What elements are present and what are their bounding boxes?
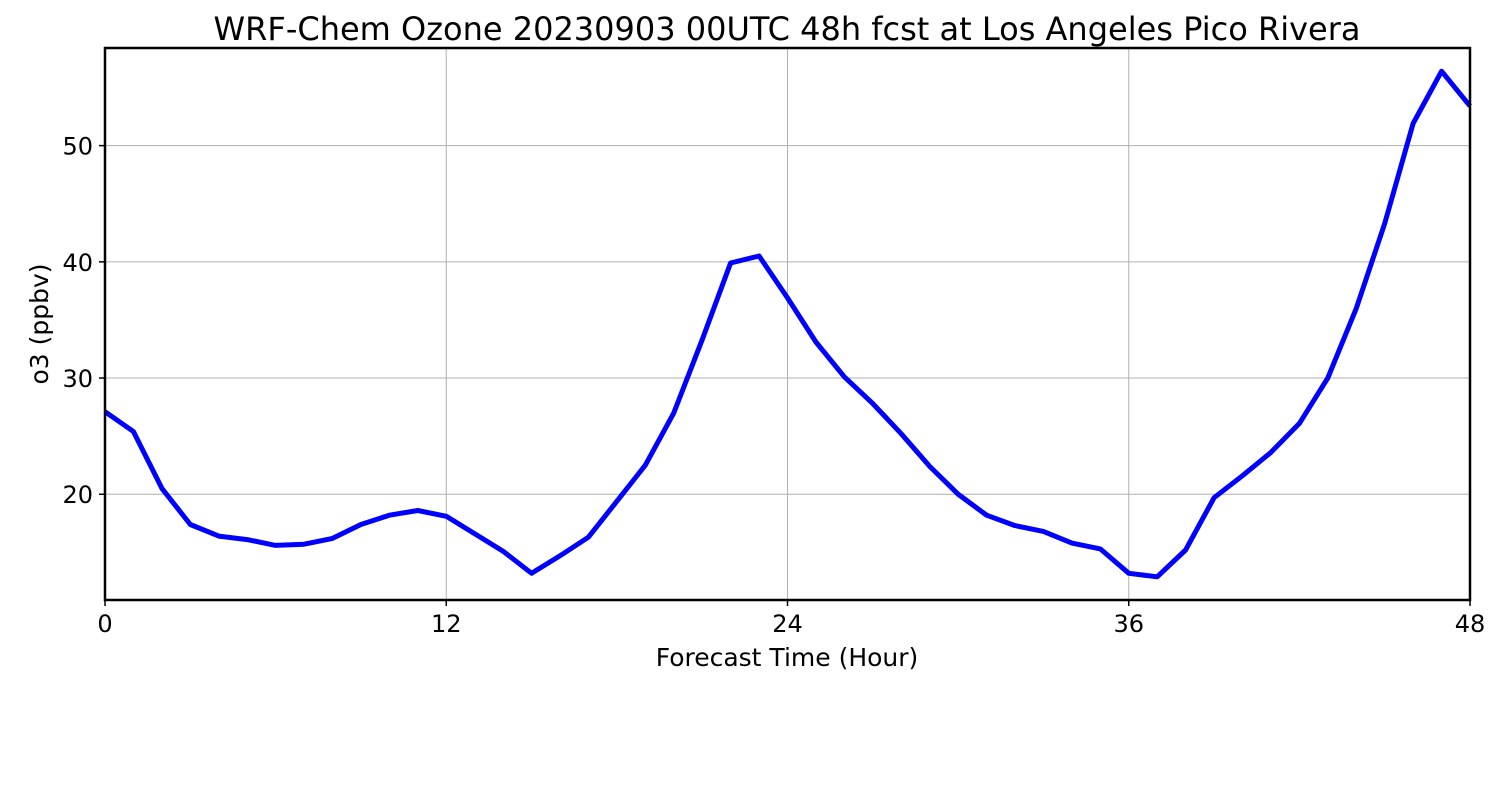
y-tick-label: 50 xyxy=(62,133,93,161)
x-tick-label: 24 xyxy=(772,610,803,638)
x-tick-label: 48 xyxy=(1455,610,1486,638)
y-tick-label: 20 xyxy=(62,481,93,509)
x-tick-label: 0 xyxy=(97,610,112,638)
y-tick-label: 30 xyxy=(62,365,93,393)
y-tick-label: 40 xyxy=(62,249,93,277)
ozone-series-line xyxy=(103,68,1472,580)
x-tick-label: 36 xyxy=(1113,610,1144,638)
chart-title: WRF-Chem Ozone 20230903 00UTC 48h fcst a… xyxy=(214,10,1361,48)
tick-layer: 0 12 24 36 48 20 30 40 50 xyxy=(62,133,1485,638)
series-layer xyxy=(103,68,1472,580)
grid-layer xyxy=(104,48,1471,600)
y-axis-label: o3 (ppbv) xyxy=(25,263,54,384)
x-tick-label: 12 xyxy=(431,610,462,638)
x-axis-label: Forecast Time (Hour) xyxy=(656,643,919,672)
